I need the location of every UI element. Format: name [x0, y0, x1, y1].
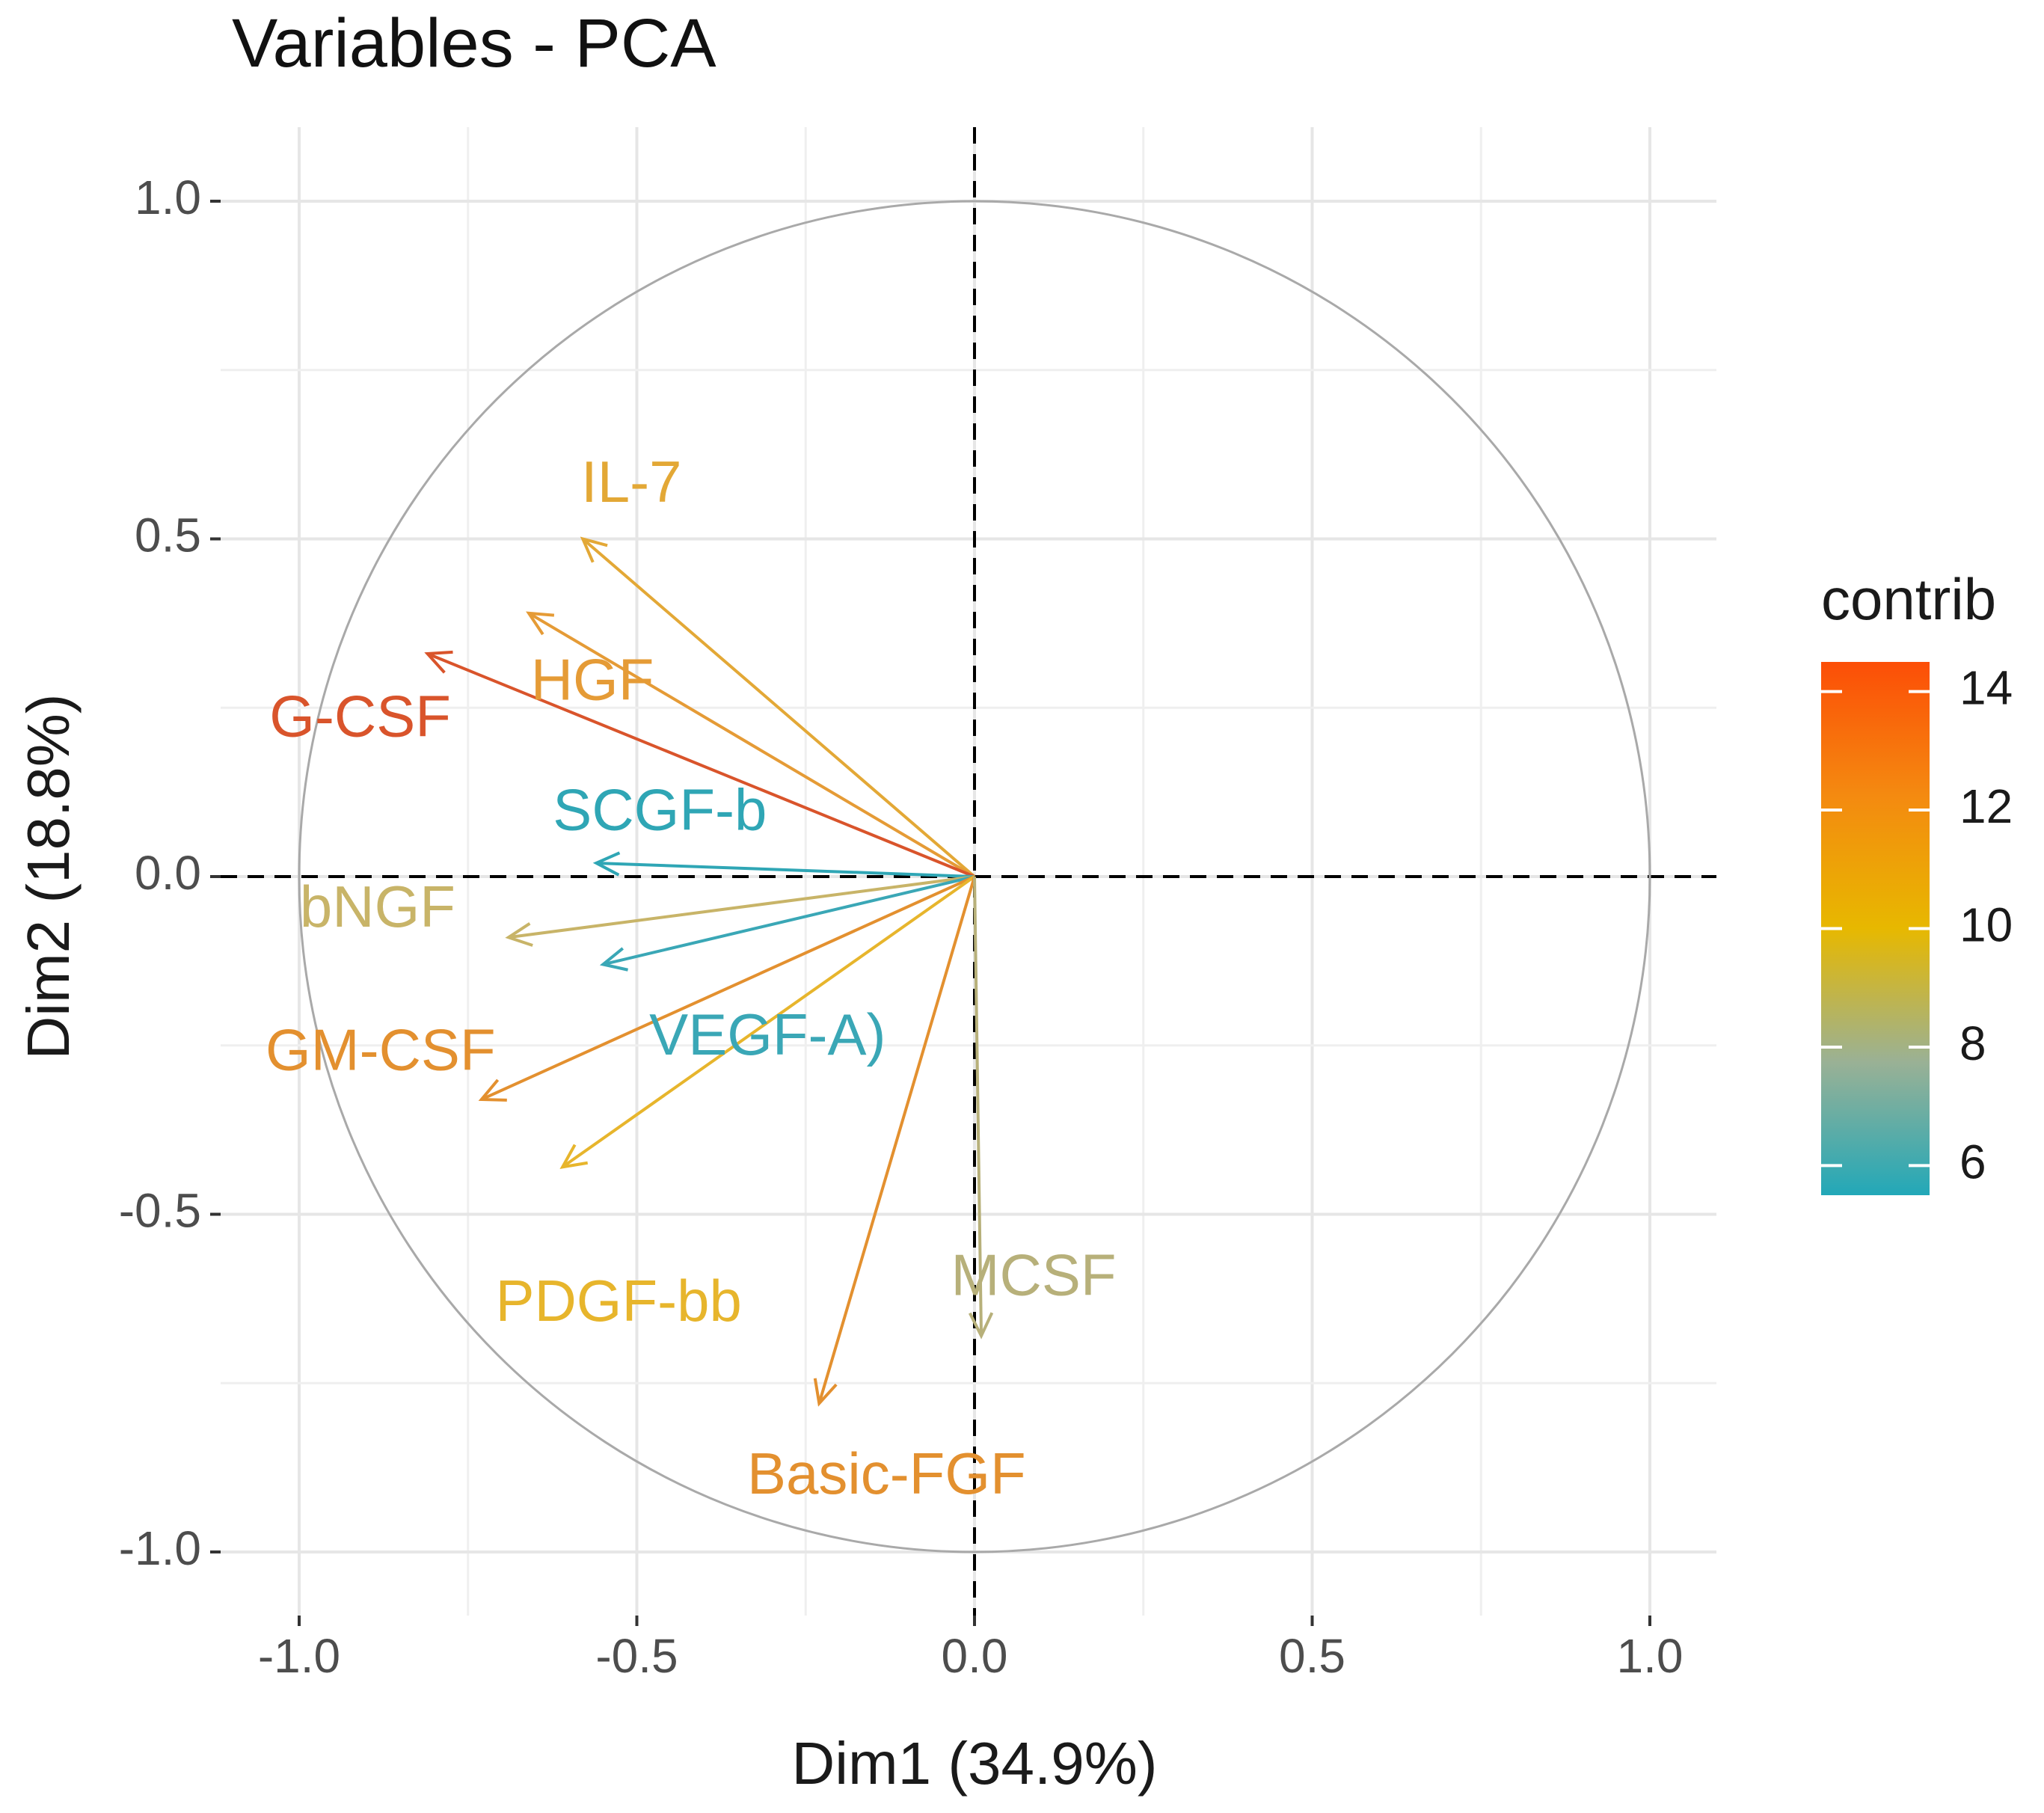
legend-tick-label: 12 — [1959, 779, 2013, 833]
arrow-gm-csf — [478, 875, 975, 1102]
arrow-head-g-csf — [424, 650, 453, 674]
arrow-shaft-il-7 — [581, 537, 976, 878]
arrow-head-scgf-b — [592, 851, 621, 877]
variable-label-scgf-b: SCGF-b — [553, 777, 767, 843]
arrow-shaft-vegf-a — [602, 875, 975, 966]
variable-label-mcsf: MCSF — [951, 1242, 1117, 1308]
x-axis-label: Dim1 (34.9%) — [791, 1730, 1157, 1797]
arrow-head-hgf — [526, 611, 555, 636]
arrow-shaft-scgf-b — [596, 861, 975, 878]
arrow-head-il-7 — [580, 536, 608, 563]
arrow-head-basic-fgf — [813, 1378, 838, 1407]
y-tick-label: 1.0 — [135, 171, 201, 224]
y-tick-label: 0.5 — [135, 508, 201, 562]
x-tick-label: 1.0 — [1617, 1629, 1684, 1683]
arrow-head-mcsf — [969, 1312, 994, 1340]
variable-label-gm-csf: GM-CSF — [266, 1017, 496, 1083]
legend-title: contrib — [1821, 566, 1996, 632]
arrow-shaft-bngf — [508, 875, 975, 939]
arrow-shaft-gm-csf — [480, 875, 975, 1101]
arrow-head-pdgf-bb — [559, 1144, 589, 1169]
legend-tick-label: 14 — [1959, 661, 2013, 715]
arrow-il-7 — [580, 536, 976, 878]
arrow-head-bngf — [505, 921, 533, 947]
variable-label-il-7: IL-7 — [581, 449, 681, 515]
x-tick-label: -1.0 — [258, 1629, 340, 1683]
arrow-basic-fgf — [813, 876, 976, 1407]
variable-label-hgf: HGF — [531, 646, 654, 712]
y-axis-label: Dim2 (18.8%) — [15, 693, 82, 1059]
arrow-bngf — [505, 875, 975, 947]
variable-label-basic-fgf: Basic-FGF — [747, 1441, 1026, 1506]
arrow-pdgf-bb — [559, 875, 976, 1169]
x-tick-label: 0.5 — [1279, 1629, 1345, 1683]
arrow-shaft-hgf — [528, 612, 976, 878]
arrow-mcsf — [969, 876, 994, 1340]
y-tick-label: 0.0 — [135, 846, 201, 900]
arrow-scgf-b — [592, 851, 975, 878]
legend-tick-label: 8 — [1959, 1016, 1986, 1070]
variable-label-pdgf-bb: PDGF-bb — [495, 1268, 741, 1334]
arrow-shaft-pdgf-bb — [562, 875, 976, 1168]
y-tick-label: -0.5 — [119, 1183, 201, 1237]
arrow-vegf-a — [599, 875, 975, 972]
arrow-g-csf — [424, 650, 975, 878]
arrow-shaft-basic-fgf — [817, 876, 976, 1404]
x-tick-label: -0.5 — [595, 1629, 678, 1683]
legend-tick-label: 10 — [1959, 898, 2013, 951]
arrow-shaft-mcsf — [973, 876, 983, 1337]
unit-circle — [298, 200, 1651, 1553]
y-tick-label: -1.0 — [119, 1521, 201, 1575]
arrow-head-gm-csf — [478, 1079, 507, 1102]
arrow-head-vegf-a — [599, 947, 628, 972]
variable-label-bngf: bNGF — [300, 874, 455, 939]
legend-tick-label: 6 — [1959, 1135, 1986, 1188]
arrow-hgf — [526, 611, 976, 878]
variable-label-g-csf: G-CSF — [269, 684, 451, 749]
variable-label-vegf-a: VEGF-A) — [649, 1001, 886, 1067]
arrow-shaft-g-csf — [426, 652, 975, 878]
chart-title: Variables - PCA — [232, 5, 716, 82]
x-tick-label: 0.0 — [942, 1629, 1008, 1683]
